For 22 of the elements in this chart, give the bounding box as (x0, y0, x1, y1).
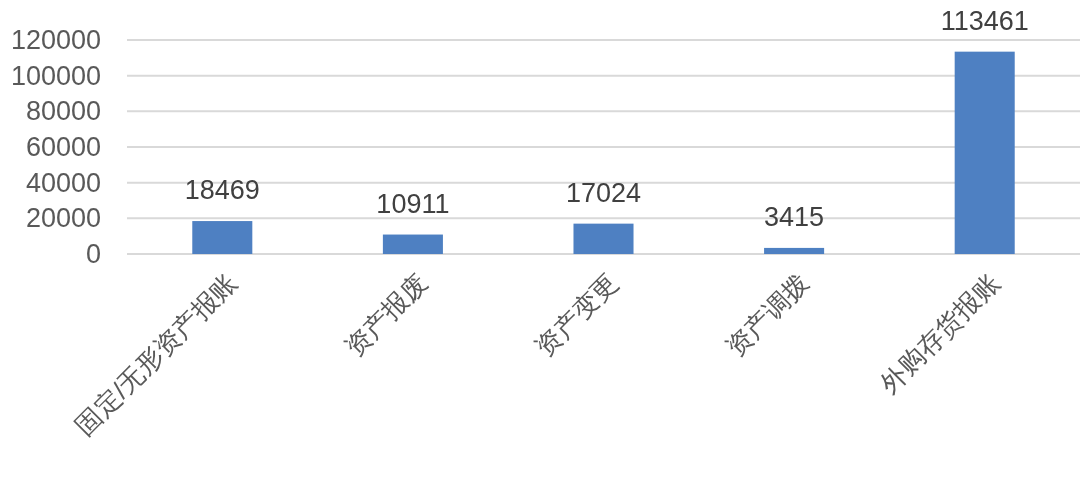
y-tick-label: 40000 (25, 167, 101, 198)
y-tick-label: 20000 (25, 203, 101, 234)
x-tick-label: 固定/无形资产报账 (69, 267, 243, 441)
bar (573, 223, 634, 254)
data-label: 18469 (184, 175, 260, 206)
y-tick-label: 60000 (25, 132, 101, 162)
bar (192, 221, 253, 254)
y-tick-label: 100000 (10, 60, 101, 91)
x-tick-label: 资产调拨 (719, 267, 815, 363)
x-tick-label: 资产报废 (338, 267, 434, 363)
bar (954, 51, 1015, 254)
data-label: 3415 (764, 201, 825, 232)
x-tick-label: 资产变更 (529, 267, 625, 363)
data-label: 17024 (565, 177, 642, 208)
bar (382, 234, 443, 254)
y-tick-label: 0 (85, 239, 101, 269)
bar (764, 247, 825, 254)
data-label: 10911 (376, 188, 450, 219)
data-label: 113461 (940, 5, 1029, 36)
y-tick-label: 80000 (25, 96, 101, 127)
x-tick-label: 外购存货报账 (873, 267, 1006, 399)
y-tick-label: 120000 (10, 25, 101, 55)
